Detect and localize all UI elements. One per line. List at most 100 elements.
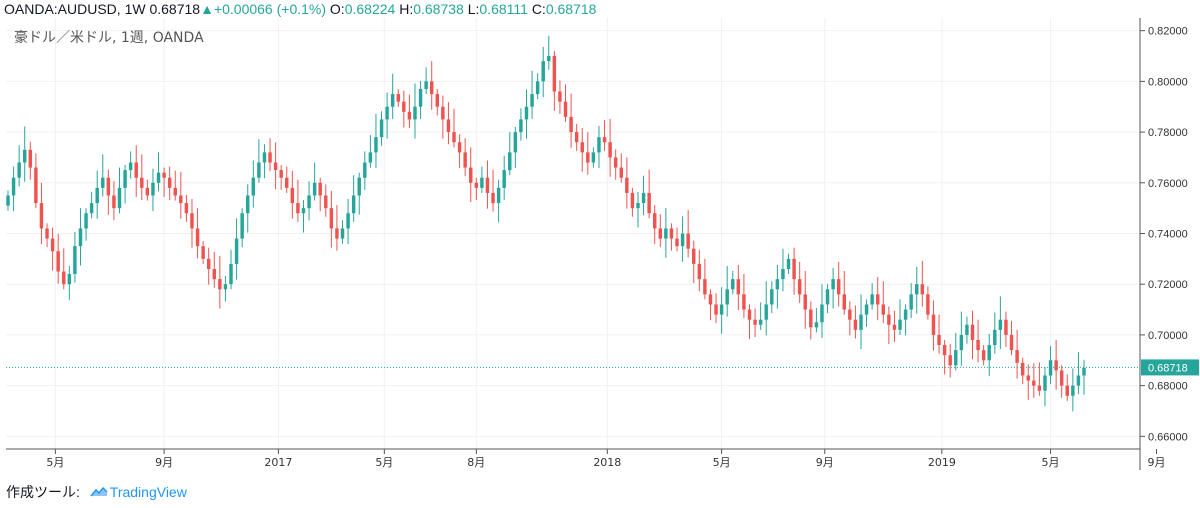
candle-body: [742, 294, 746, 310]
candle-body: [541, 61, 545, 82]
candle-body: [597, 137, 601, 153]
candle-body: [312, 182, 317, 196]
candle-body: [1071, 385, 1075, 396]
candle-body: [268, 152, 272, 163]
price-tick-label: 0.68000: [1148, 381, 1188, 393]
candle-body: [859, 314, 863, 330]
candle-body: [786, 258, 791, 269]
candle-body: [335, 228, 339, 239]
candle-body: [379, 119, 384, 138]
candle-body: [680, 233, 685, 247]
candle-body: [318, 182, 322, 196]
candle-body: [1015, 350, 1019, 363]
candle-body: [591, 152, 596, 163]
candle-body: [407, 111, 412, 120]
candle-body: [954, 350, 958, 366]
candle-body: [903, 309, 908, 320]
price-axis-bg: [1140, 0, 1200, 476]
candle-body: [703, 279, 707, 295]
candle-body: [424, 81, 428, 89]
candle-body: [463, 152, 467, 168]
candle-body: [73, 246, 77, 275]
symbol-label[interactable]: OANDA:AUDUSD, 1W: [4, 1, 146, 17]
candle-body: [1009, 334, 1014, 351]
candle-body: [608, 142, 612, 158]
candle-body: [1026, 375, 1030, 381]
candle-body: [686, 233, 690, 249]
candle-body: [491, 192, 495, 204]
candle-body: [669, 228, 674, 239]
candle-body: [758, 319, 763, 325]
open-label: O:: [329, 1, 345, 17]
candle-body: [128, 162, 133, 171]
candle-body: [1037, 385, 1042, 391]
candle-body: [781, 268, 785, 280]
candle-body: [1043, 375, 1047, 391]
candle-body: [775, 279, 780, 290]
candle-body: [647, 192, 651, 214]
candle-body: [123, 170, 127, 188]
candle-body: [658, 228, 663, 239]
candle-body: [836, 279, 841, 295]
candle-body: [970, 324, 975, 340]
candle-body: [926, 294, 930, 315]
candle-body: [140, 177, 144, 188]
candle-body: [630, 192, 635, 209]
candle-body: [965, 324, 969, 335]
candle-body: [62, 271, 66, 285]
candle-body: [569, 116, 573, 133]
price-axis[interactable]: 0.82000 0.80000 0.78000 0.76000 0.74000 0.720…: [1140, 26, 1188, 444]
candle-body: [385, 106, 389, 120]
time-tick-label: 9月: [816, 456, 834, 469]
candle-body: [167, 177, 172, 188]
candle-body: [363, 162, 367, 178]
candle-body: [1004, 319, 1008, 335]
candle-body: [508, 152, 512, 171]
candle-body: [39, 203, 44, 229]
candle-body: [201, 246, 205, 259]
high-label: H:: [399, 1, 414, 17]
candle-body: [731, 279, 735, 290]
time-tick-label: 5月: [713, 456, 731, 469]
close-value: 0.68718: [545, 1, 597, 17]
candle-body: [457, 142, 462, 153]
candle-body: [708, 294, 713, 305]
tradingview-link[interactable]: TradingView: [109, 484, 187, 500]
candle-body: [368, 152, 373, 163]
candles: [6, 35, 1086, 412]
candle-body: [223, 284, 228, 290]
candle-body: [212, 268, 217, 280]
candle-body: [396, 94, 400, 102]
candle-body: [485, 177, 490, 193]
chart-subtitle: 豪ドル／米ドル, 1週, OANDA: [14, 30, 204, 46]
last-price-badge-label: 0.68718: [1148, 362, 1188, 374]
candle-body: [563, 101, 568, 117]
candle-body: [993, 329, 997, 346]
candle-body: [56, 251, 60, 272]
time-tick-label: 5月: [375, 456, 393, 469]
last-price-badge: 0.68718: [1141, 359, 1199, 376]
candle-body: [574, 132, 579, 143]
candle-body: [524, 106, 529, 120]
time-axis[interactable]: 5月9月20175月8月20185月9月20195月9月201: [46, 449, 1200, 469]
candle-body: [747, 309, 752, 320]
candle-body: [797, 279, 802, 295]
candle-body: [134, 162, 138, 178]
candle-body: [675, 238, 679, 247]
candle-body: [89, 203, 94, 214]
candle-body: [1054, 360, 1058, 371]
candle-body: [937, 334, 941, 346]
candle-body: [346, 213, 350, 229]
candle-body: [151, 182, 155, 196]
candle-body: [117, 187, 122, 209]
grid: [6, 18, 1140, 449]
candle-body: [78, 228, 83, 247]
low-label: L:: [467, 1, 480, 17]
candle-body: [45, 228, 49, 239]
candle-body: [959, 334, 964, 351]
candle-body: [764, 304, 768, 320]
candlestick-chart[interactable]: 0.82000 0.80000 0.78000 0.76000 0.74000 0.720…: [0, 0, 1200, 476]
candle-body: [931, 314, 936, 335]
candle-body: [1020, 362, 1025, 376]
candle-body: [257, 162, 261, 178]
